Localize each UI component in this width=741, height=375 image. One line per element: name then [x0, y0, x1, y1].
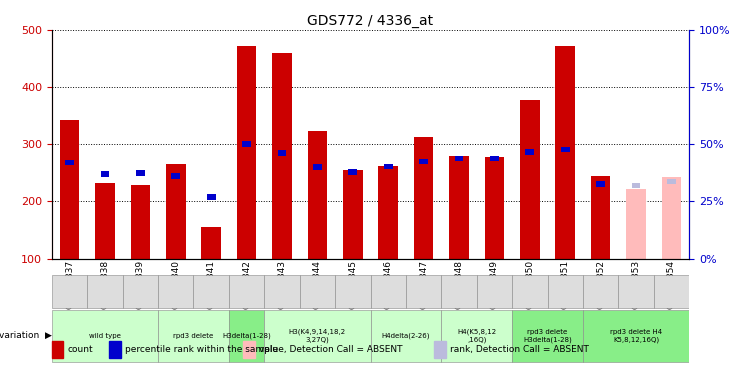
Bar [335, 275, 370, 308]
Bar [96, 183, 115, 259]
Text: rpd3 delete H4
K5,8,12,16Q): rpd3 delete H4 K5,8,12,16Q) [610, 329, 662, 343]
Bar [561, 147, 570, 152]
Text: count: count [68, 345, 93, 354]
Text: H3delta(1-28): H3delta(1-28) [222, 333, 271, 339]
Text: rpd3 delete: rpd3 delete [173, 333, 213, 339]
Bar [237, 46, 256, 259]
Bar [109, 341, 121, 358]
Bar [229, 310, 265, 362]
Bar [556, 46, 575, 259]
Bar [490, 156, 499, 162]
Bar [379, 166, 398, 259]
Bar [485, 157, 504, 259]
Bar [313, 164, 322, 170]
Bar [667, 178, 676, 184]
Bar [52, 310, 158, 362]
Text: genotype/variation  ▶: genotype/variation ▶ [0, 332, 52, 340]
Bar [626, 189, 645, 259]
Bar [207, 194, 216, 200]
Bar [202, 227, 221, 259]
Bar [87, 275, 123, 308]
Bar [442, 275, 476, 308]
Bar [101, 171, 110, 177]
Bar [631, 183, 640, 188]
Bar [65, 160, 74, 165]
Bar [454, 156, 463, 162]
Bar [449, 156, 469, 259]
Bar [548, 275, 583, 308]
Bar [136, 170, 144, 176]
Bar [662, 177, 681, 259]
Title: GDS772 / 4336_at: GDS772 / 4336_at [308, 13, 433, 28]
Bar [406, 275, 442, 308]
Text: rpd3 delete
H3delta(1-28): rpd3 delete H3delta(1-28) [523, 329, 572, 343]
Text: H3(K4,9,14,18,2
3,27Q): H3(K4,9,14,18,2 3,27Q) [289, 329, 346, 343]
Bar [265, 275, 299, 308]
Bar [476, 275, 512, 308]
Bar [512, 275, 548, 308]
Bar [242, 141, 251, 147]
Bar [654, 275, 689, 308]
Bar [370, 310, 442, 362]
Bar [166, 164, 185, 259]
Bar [171, 174, 180, 179]
Bar [583, 310, 689, 362]
Bar [597, 182, 605, 187]
Bar [272, 53, 292, 259]
Bar [308, 131, 327, 259]
Bar [348, 169, 357, 175]
Bar [442, 310, 512, 362]
Text: wild type: wild type [89, 333, 121, 339]
Text: H4(K5,8,12
,16Q): H4(K5,8,12 ,16Q) [457, 329, 496, 343]
Bar [414, 138, 433, 259]
Bar [343, 170, 362, 259]
Bar [520, 100, 539, 259]
Bar [229, 275, 265, 308]
Bar [158, 275, 193, 308]
Bar [123, 275, 158, 308]
Bar [158, 310, 229, 362]
Bar [299, 275, 335, 308]
Text: H4delta(2-26): H4delta(2-26) [382, 333, 431, 339]
Text: value, Detection Call = ABSENT: value, Detection Call = ABSENT [259, 345, 402, 354]
Bar [130, 186, 150, 259]
Bar [52, 341, 63, 358]
Bar [278, 150, 287, 156]
Bar [525, 150, 534, 155]
Bar [434, 341, 445, 358]
Bar [419, 159, 428, 164]
Bar [60, 120, 79, 259]
Bar [512, 310, 583, 362]
Text: rank, Detection Call = ABSENT: rank, Detection Call = ABSENT [451, 345, 589, 354]
Bar [591, 176, 611, 259]
Bar [384, 164, 393, 170]
Bar [583, 275, 618, 308]
Bar [618, 275, 654, 308]
Bar [193, 275, 229, 308]
Text: percentile rank within the sample: percentile rank within the sample [125, 345, 279, 354]
Bar [243, 341, 254, 358]
Bar [265, 310, 370, 362]
Bar [52, 275, 87, 308]
Bar [370, 275, 406, 308]
